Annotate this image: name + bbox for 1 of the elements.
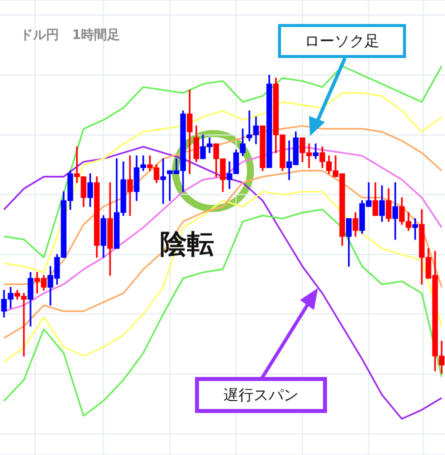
chart-title: ドル円 1時間足 xyxy=(20,27,120,44)
